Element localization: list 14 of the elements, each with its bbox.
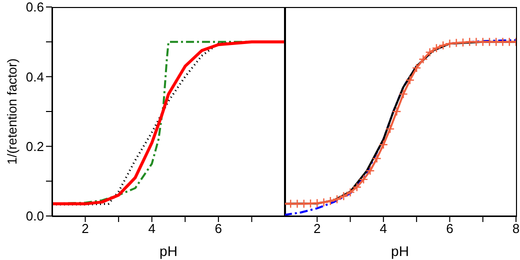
x-tick-label: 2 <box>314 221 321 236</box>
y-tick-label: 0.0 <box>26 208 44 224</box>
x-tick-label: 4 <box>380 221 388 236</box>
x-tick-label: 6 <box>446 221 454 236</box>
y-axis-title: 1/(retention factor) <box>4 58 20 165</box>
y-tick-label: 0.2 <box>26 138 44 154</box>
x-tick-label: 2 <box>82 221 89 236</box>
x-tick-label: 6 <box>214 221 222 236</box>
x-axis-title: pH <box>391 243 409 259</box>
x-axis-title: pH <box>160 243 178 259</box>
x-tick-label: 8 <box>512 221 520 236</box>
y-tick-label: 0.4 <box>26 69 44 84</box>
x-tick-label: 4 <box>148 221 156 236</box>
y-tick-label: 0.6 <box>26 0 44 15</box>
